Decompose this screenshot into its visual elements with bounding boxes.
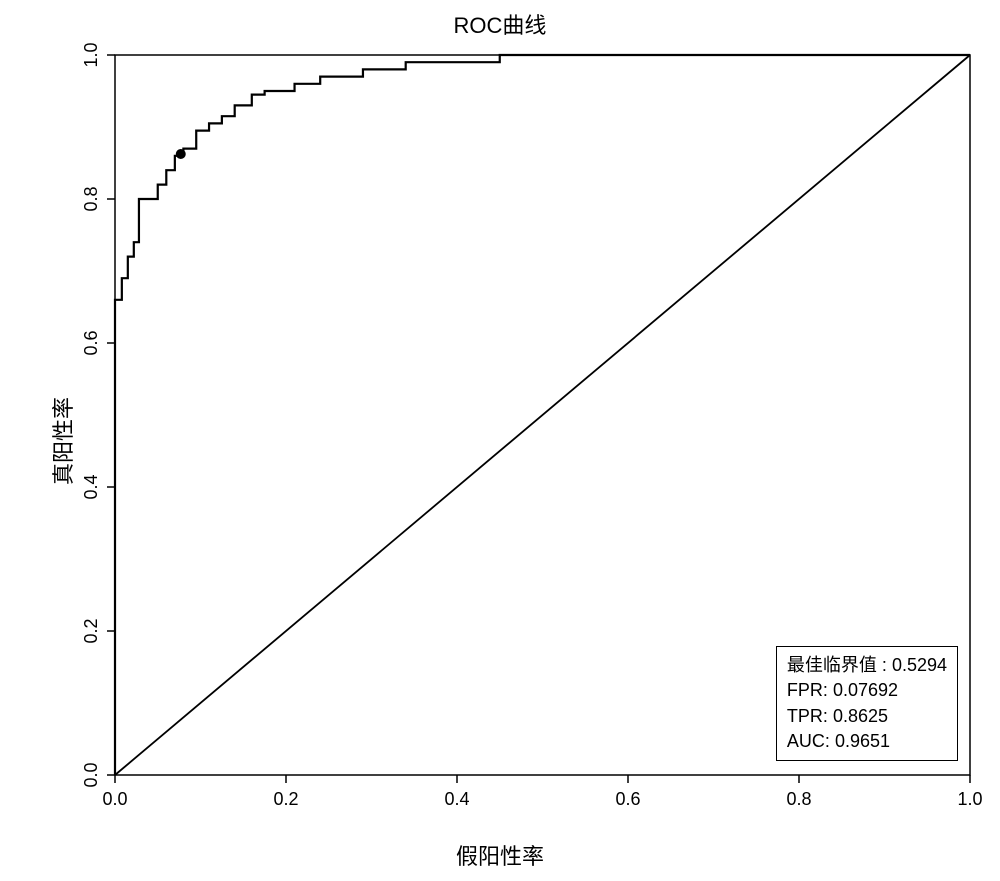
svg-text:0.8: 0.8 bbox=[786, 789, 811, 809]
svg-text:0.4: 0.4 bbox=[81, 474, 101, 499]
legend-label: AUC: bbox=[787, 731, 835, 751]
svg-text:1.0: 1.0 bbox=[957, 789, 982, 809]
svg-text:0.2: 0.2 bbox=[273, 789, 298, 809]
svg-text:1.0: 1.0 bbox=[81, 42, 101, 67]
svg-text:0.6: 0.6 bbox=[81, 330, 101, 355]
roc-chart: ROC曲线 真阳性率 假阳性率 0.00.20.40.60.81.00.00.2… bbox=[0, 0, 1000, 881]
svg-text:0.4: 0.4 bbox=[444, 789, 469, 809]
legend-label: FPR: bbox=[787, 680, 833, 700]
svg-text:0.6: 0.6 bbox=[615, 789, 640, 809]
svg-text:0.8: 0.8 bbox=[81, 186, 101, 211]
legend-row: TPR: 0.8625 bbox=[787, 704, 947, 729]
legend-box: 最佳临界值 : 0.5294FPR: 0.07692TPR: 0.8625AUC… bbox=[776, 646, 958, 761]
legend-row: 最佳临界值 : 0.5294 bbox=[787, 653, 947, 678]
legend-value: 0.5294 bbox=[892, 655, 947, 675]
legend-label: TPR: bbox=[787, 706, 833, 726]
legend-row: FPR: 0.07692 bbox=[787, 678, 947, 703]
legend-label: 最佳临界值 : bbox=[787, 655, 892, 675]
legend-row: AUC: 0.9651 bbox=[787, 729, 947, 754]
svg-text:0.0: 0.0 bbox=[102, 789, 127, 809]
legend-value: 0.07692 bbox=[833, 680, 898, 700]
legend-value: 0.9651 bbox=[835, 731, 890, 751]
legend-value: 0.8625 bbox=[833, 706, 888, 726]
operating-point bbox=[176, 149, 186, 159]
svg-text:0.0: 0.0 bbox=[81, 762, 101, 787]
svg-text:0.2: 0.2 bbox=[81, 618, 101, 643]
